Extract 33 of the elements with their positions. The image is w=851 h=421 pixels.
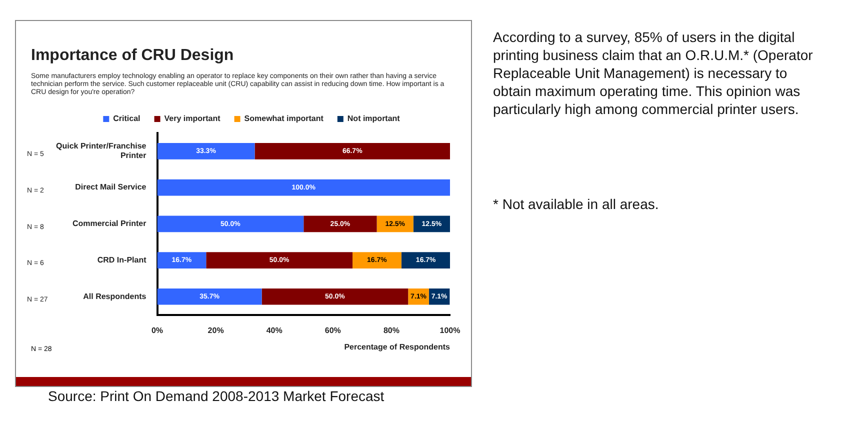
bar [413,216,450,232]
bar [206,252,353,268]
bar [376,216,414,232]
text: According to a survey, 85% of users in the digital printing business claim that an O.R.U.M.* (Operator Replaceable Unit Management) is necessary to obtain maximum operating time. This opinion was particularly high among commercial printer users. [493,28,814,118]
x-axis-title: Percentage of Respondents [344,342,451,352]
text: * Not available in all areas. [493,196,659,212]
x-tick-label: 80% [383,326,400,335]
x-tick-label: 60% [324,326,341,335]
bar [157,288,262,305]
bar [262,288,408,305]
chart-title: Importance of CRU Design [31,47,234,65]
bar [254,143,450,160]
source-note: Source: Print On Demand 2008-2013 Market Forecast [48,388,384,404]
legend-label: Very important [164,114,221,124]
legend-label: Somewhat important [244,114,324,124]
legend-label: Not important [347,114,400,124]
y-tick-label: All Respondents [83,292,147,301]
y-tick-label: Commercial Printer [72,219,146,228]
x-tick-label: 100% [440,326,460,335]
x-tick-label: 20% [208,326,224,335]
y-tick-label: CRD In-Plant [97,255,147,264]
legend-label: Critical [113,114,140,124]
x-tick-label: 0% [151,326,164,335]
bar [157,179,450,196]
x-tick-label: 40% [266,326,282,335]
bar [157,216,304,232]
bar [157,143,255,160]
bar [304,216,377,232]
y-tick-label: Quick Printer/Franchise Printer [56,142,147,160]
y-tick-label: Direct Mail Service [75,182,147,192]
bar [401,252,450,268]
bar [157,252,206,268]
bar [352,252,402,268]
